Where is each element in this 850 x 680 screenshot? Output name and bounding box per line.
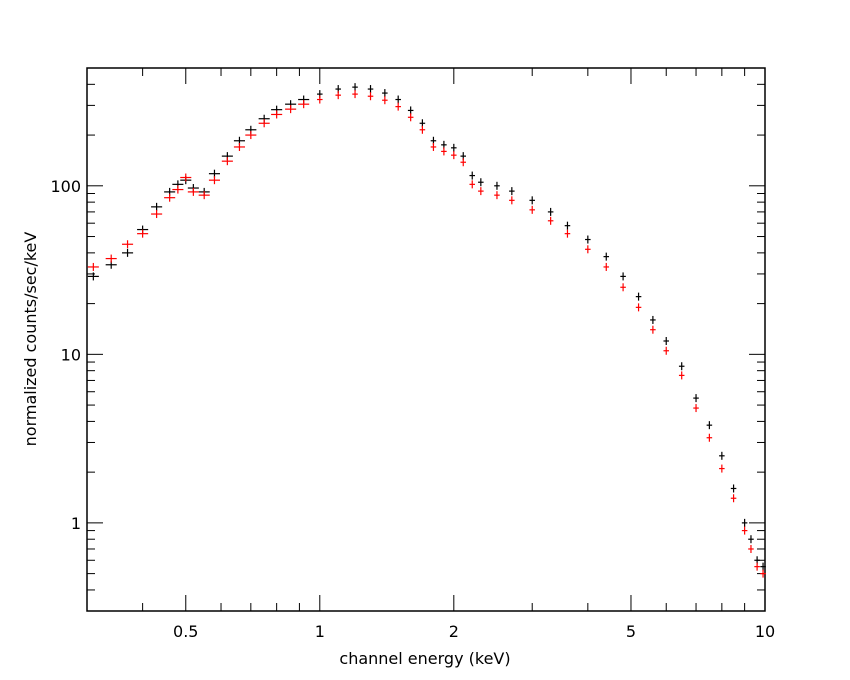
data-point bbox=[172, 185, 184, 194]
data-point bbox=[760, 569, 766, 578]
data-point bbox=[441, 147, 447, 156]
data-point bbox=[430, 142, 437, 151]
y-axis-title: normalized counts/sec/keV bbox=[21, 232, 40, 447]
data-point bbox=[395, 102, 401, 111]
data-point bbox=[678, 371, 685, 380]
data-point bbox=[603, 262, 610, 271]
data-point bbox=[650, 315, 656, 324]
data-point bbox=[494, 181, 500, 190]
data-point bbox=[187, 187, 199, 196]
data-point bbox=[547, 216, 554, 225]
series-2 bbox=[87, 90, 766, 578]
x-axis-title: channel energy (keV) bbox=[339, 649, 510, 668]
data-point bbox=[352, 83, 358, 92]
data-point bbox=[221, 157, 233, 166]
data-point bbox=[635, 303, 642, 312]
data-point bbox=[137, 229, 149, 238]
y-tick-label: 1 bbox=[71, 514, 81, 533]
data-point bbox=[719, 464, 725, 473]
data-point bbox=[706, 433, 713, 442]
data-point bbox=[748, 535, 754, 544]
data-point bbox=[719, 451, 725, 460]
series-1 bbox=[87, 83, 766, 571]
data-point bbox=[529, 205, 535, 214]
data-point bbox=[395, 95, 401, 104]
data-point bbox=[529, 196, 535, 205]
data-point bbox=[451, 151, 457, 160]
axis-ticks bbox=[86, 67, 766, 612]
data-point bbox=[741, 526, 748, 535]
data-point bbox=[663, 346, 670, 355]
x-tick-label: 1 bbox=[315, 622, 325, 641]
data-point bbox=[693, 404, 699, 413]
data-point bbox=[451, 143, 457, 152]
data-point bbox=[730, 494, 737, 503]
data-point bbox=[730, 484, 737, 493]
x-tick-label: 5 bbox=[626, 622, 636, 641]
data-point bbox=[367, 92, 374, 101]
data-point bbox=[87, 272, 99, 281]
plot-frame bbox=[86, 67, 766, 612]
data-point bbox=[620, 272, 626, 281]
x-tick-label: 0.5 bbox=[173, 622, 198, 641]
data-point bbox=[741, 518, 748, 527]
data-point bbox=[754, 562, 760, 571]
data-point bbox=[494, 191, 500, 200]
data-point bbox=[603, 252, 610, 261]
data-point bbox=[564, 221, 571, 230]
data-point bbox=[678, 362, 685, 371]
data-point bbox=[233, 142, 245, 151]
data-point bbox=[650, 325, 656, 334]
data-point bbox=[122, 240, 134, 249]
data-point bbox=[298, 100, 310, 109]
data-point bbox=[382, 96, 388, 105]
data-point bbox=[164, 193, 176, 202]
data-point bbox=[352, 90, 358, 99]
data-point bbox=[105, 254, 117, 263]
data-point bbox=[547, 207, 554, 216]
data-point bbox=[620, 283, 626, 292]
y-tick-label: 100 bbox=[50, 177, 81, 196]
data-point bbox=[122, 248, 134, 257]
data-point bbox=[635, 292, 642, 301]
data-point bbox=[180, 173, 192, 182]
data-point bbox=[285, 105, 297, 114]
data-point bbox=[198, 191, 210, 200]
data-point bbox=[706, 421, 713, 430]
data-point bbox=[208, 176, 221, 185]
data-point bbox=[478, 178, 484, 187]
data-point bbox=[382, 89, 388, 98]
data-point bbox=[367, 85, 374, 94]
data-point bbox=[469, 171, 476, 180]
x-tick-label: 2 bbox=[449, 622, 459, 641]
data-point bbox=[509, 196, 515, 205]
data-point bbox=[760, 562, 766, 571]
data-point bbox=[748, 544, 754, 553]
data-point bbox=[460, 158, 467, 167]
data-point bbox=[585, 235, 591, 244]
data-point bbox=[419, 125, 426, 134]
tick-labels: 0.5 1 2 5 10 1 10 100 bbox=[50, 177, 775, 641]
x-tick-label: 10 bbox=[755, 622, 775, 641]
data-point bbox=[564, 229, 571, 238]
data-point bbox=[245, 131, 257, 140]
data-point bbox=[407, 106, 414, 115]
data-point bbox=[407, 113, 414, 122]
y-tick-label: 10 bbox=[61, 345, 81, 364]
data-point bbox=[258, 119, 270, 128]
data-point bbox=[585, 245, 591, 254]
data-point bbox=[478, 187, 484, 196]
data-series bbox=[87, 83, 766, 578]
data-point bbox=[509, 187, 515, 196]
data-point bbox=[663, 336, 670, 345]
data-point bbox=[151, 210, 163, 219]
data-point bbox=[335, 91, 341, 100]
data-point bbox=[317, 95, 323, 104]
data-point bbox=[87, 262, 99, 271]
data-point bbox=[271, 110, 283, 119]
data-point bbox=[469, 180, 476, 189]
data-point bbox=[693, 394, 699, 403]
data-point bbox=[151, 202, 163, 211]
